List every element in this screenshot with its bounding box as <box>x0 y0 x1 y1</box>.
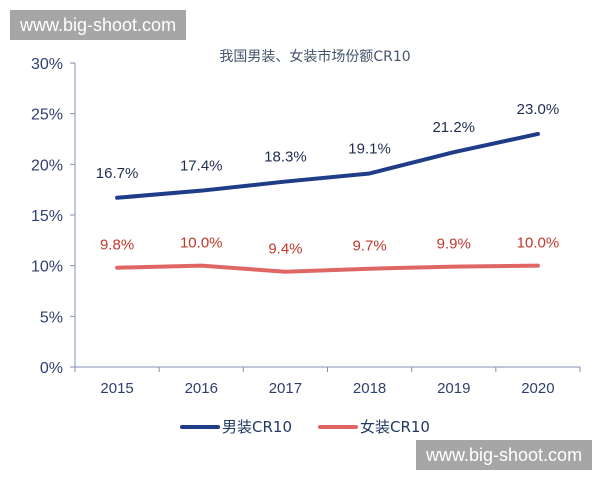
data-label: 16.7% <box>96 165 139 182</box>
y-tick-label: 20% <box>31 157 63 174</box>
data-label: 9.7% <box>352 238 386 255</box>
data-label: 17.4% <box>180 158 223 175</box>
data-label: 19.1% <box>348 140 391 157</box>
legend-item-men: 男装CR10 <box>180 416 292 437</box>
y-tick-label: 30% <box>31 56 63 73</box>
watermark-top: www.big-shoot.com <box>10 10 187 40</box>
data-label: 9.8% <box>100 237 134 254</box>
legend-label-men: 男装CR10 <box>222 418 292 436</box>
x-tick-label: 2020 <box>521 380 554 397</box>
data-label: 10.0% <box>517 235 560 252</box>
series-line-men <box>115 131 540 200</box>
data-label: 23.0% <box>517 101 560 118</box>
y-tick-label: 5% <box>40 309 63 326</box>
x-tick-label: 2015 <box>100 380 133 397</box>
x-tick-label: 2017 <box>269 380 302 397</box>
data-label: 10.0% <box>180 235 223 252</box>
x-tick-label: 2016 <box>185 380 218 397</box>
data-label: 18.3% <box>264 149 307 166</box>
data-label: 21.2% <box>432 119 475 136</box>
y-tick-label: 10% <box>31 259 63 276</box>
data-label: 9.4% <box>268 241 302 258</box>
y-tick-label: 0% <box>40 360 63 377</box>
x-tick-label: 2019 <box>437 380 470 397</box>
x-tick-label: 2018 <box>353 380 386 397</box>
y-tick-label: 15% <box>31 208 63 225</box>
y-tick-label: 25% <box>31 107 63 124</box>
legend-item-women: 女装CR10 <box>317 416 430 437</box>
legend-swatch-men <box>180 424 220 429</box>
data-label: 9.9% <box>437 236 471 253</box>
legend-label-women: 女装CR10 <box>359 418 430 436</box>
legend-swatch-women <box>317 424 358 429</box>
legend: 男装CR10 女装CR10 <box>180 416 430 437</box>
chart-title: 我国男装、女装市场份额CR10 <box>219 49 411 65</box>
series-line-women <box>115 263 540 274</box>
watermark-bottom: www.big-shoot.com <box>416 440 593 470</box>
